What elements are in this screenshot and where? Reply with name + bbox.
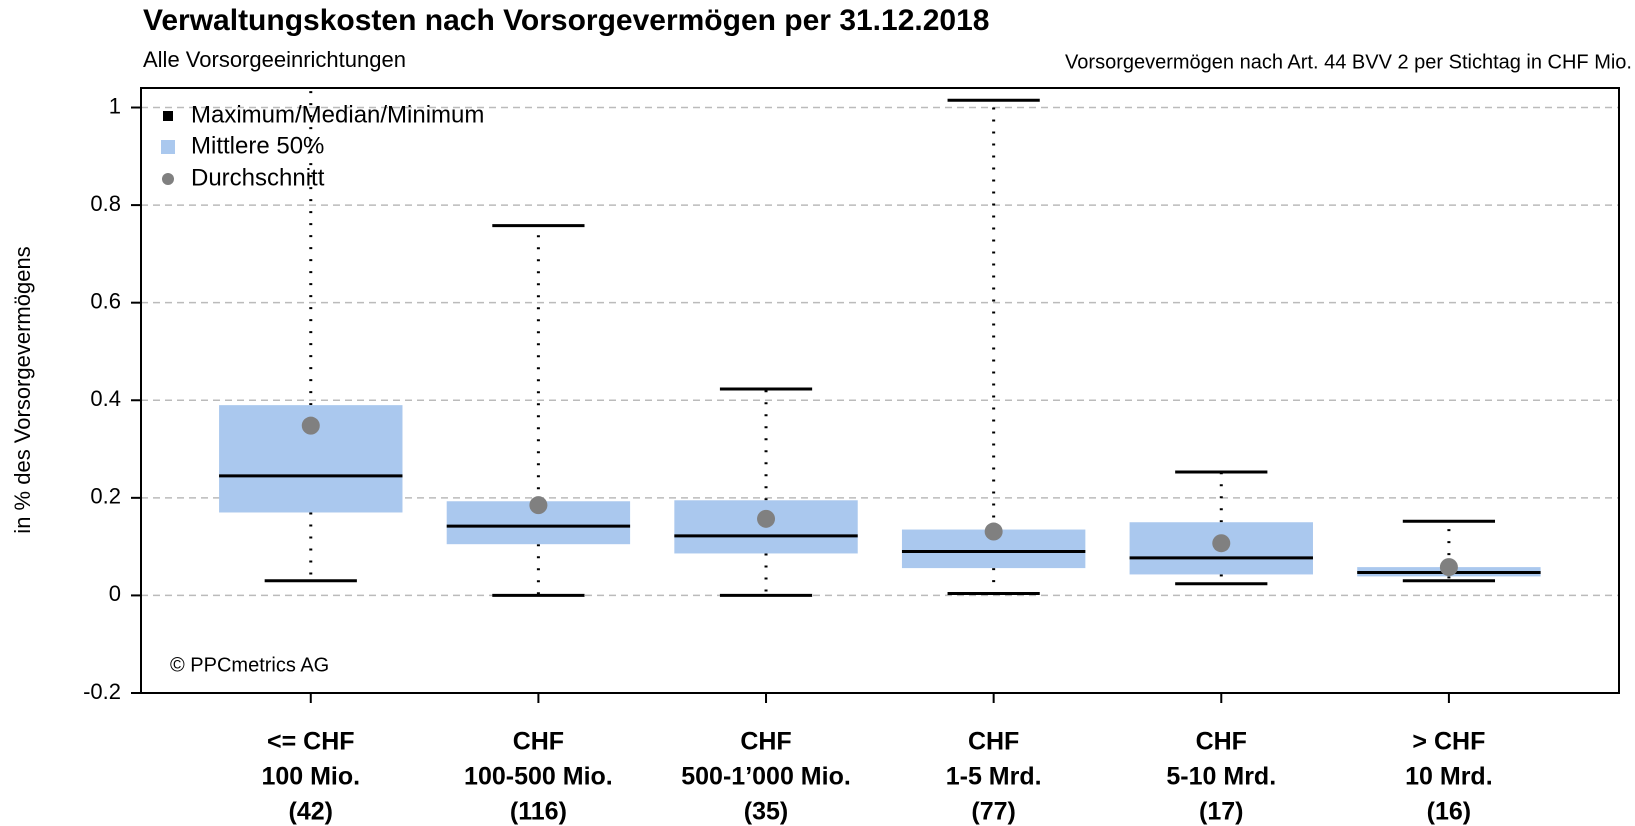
mean <box>757 509 776 528</box>
mean <box>1212 534 1231 553</box>
x-tick-label: (35) <box>744 798 788 826</box>
legend-swatch <box>162 173 174 185</box>
x-tick-label: 500-1’000 Mio. <box>681 763 851 791</box>
x-tick-label: CHF <box>513 728 564 756</box>
plot-area <box>141 88 1619 693</box>
chart-title: Verwaltungskosten nach Vorsorgevermögen … <box>143 4 989 37</box>
y-tick-label: 0.2 <box>90 484 121 509</box>
x-tick-label: 5-10 Mrd. <box>1166 763 1276 791</box>
legend-swatch <box>161 140 175 154</box>
plot-frame <box>140 87 1620 694</box>
y-tick-label: -0.2 <box>83 679 121 704</box>
y-tick-label: 1 <box>109 93 121 118</box>
mean <box>529 496 548 515</box>
y-tick-label: 0.6 <box>90 288 121 313</box>
x-tick-label: CHF <box>740 728 791 756</box>
x-tick-label: (42) <box>289 798 333 826</box>
legend-swatch <box>163 111 173 121</box>
y-tick-label: 0.8 <box>90 191 121 216</box>
y-tick-label: 0.4 <box>90 386 121 411</box>
x-tick-label: CHF <box>1196 728 1247 756</box>
legend-label: Mittlere 50% <box>191 132 324 159</box>
mean <box>1439 558 1458 577</box>
x-tick-label: 100-500 Mio. <box>464 763 613 791</box>
mean <box>984 522 1003 541</box>
copyright: © PPCmetrics AG <box>170 654 329 676</box>
legend-label: Durchschnitt <box>191 164 325 191</box>
x-tick-label: (17) <box>1199 798 1243 826</box>
mean <box>301 416 320 435</box>
x-tick-label: CHF <box>968 728 1019 756</box>
chart-subtitle: Alle Vorsorgeeinrichtungen <box>143 47 406 72</box>
x-tick-label: > CHF <box>1412 728 1485 756</box>
x-tick-label: (77) <box>971 798 1015 826</box>
x-tick-label: 10 Mrd. <box>1405 763 1493 791</box>
x-tick-label: 1-5 Mrd. <box>946 763 1042 791</box>
x-tick-label: (116) <box>510 798 567 826</box>
y-tick-label: 0 <box>109 581 121 606</box>
chart-note: Vorsorgevermögen nach Art. 44 BVV 2 per … <box>1065 51 1632 73</box>
legend-label: Maximum/Median/Minimum <box>191 101 484 128</box>
x-tick-label: <= CHF <box>267 728 355 756</box>
y-axis-label: in % des Vorsorgevermögens <box>10 246 35 533</box>
x-tick-label: (16) <box>1427 798 1471 826</box>
x-tick-label: 100 Mio. <box>261 763 360 791</box>
